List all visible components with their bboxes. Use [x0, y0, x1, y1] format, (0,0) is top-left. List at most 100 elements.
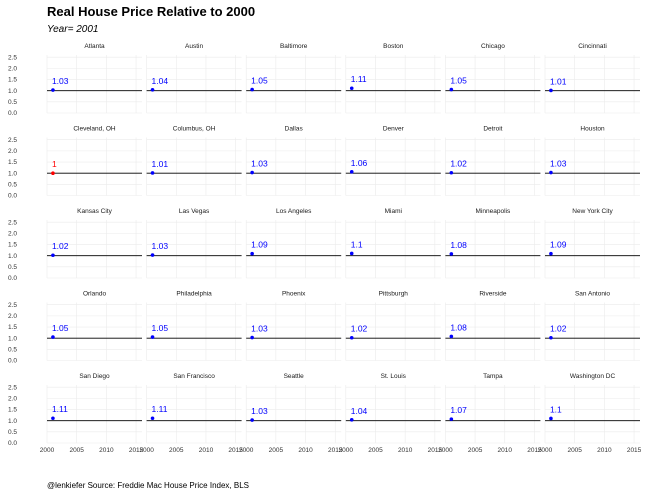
data-label: 1.1	[550, 404, 562, 414]
data-label: 1.02	[450, 159, 467, 169]
y-tick-label: 2.0	[8, 231, 17, 238]
chart-subtitle: Year= 2001	[47, 24, 99, 35]
y-tick-label: 0.5	[8, 182, 17, 189]
data-point	[549, 251, 553, 256]
facet-strip-label: Orlando	[83, 291, 107, 298]
data-point	[449, 334, 454, 339]
data-label: 1.04	[152, 76, 169, 86]
facet-strip-label: Miami	[385, 208, 402, 215]
facet-strip-label: Houston	[580, 126, 605, 133]
facet-strip-label: Pittsburgh	[379, 291, 409, 298]
data-point	[51, 416, 55, 421]
data-label: 1.05	[152, 323, 169, 333]
data-label: 1.02	[351, 324, 368, 334]
data-label: 1.11	[152, 404, 168, 414]
data-label: 1.03	[251, 406, 268, 416]
facet-strip-label: Chicago	[481, 43, 505, 50]
y-tick-label: 1.5	[8, 324, 17, 331]
data-point	[549, 416, 553, 421]
facet-strip-label: Denver	[383, 126, 405, 133]
data-point	[349, 86, 354, 91]
y-tick-label: 0.5	[8, 99, 17, 106]
y-tick-label: 0.0	[8, 110, 17, 117]
x-tick-label: 2015	[228, 447, 243, 454]
data-point	[349, 418, 354, 422]
y-tick-label: 2.0	[8, 396, 17, 403]
data-point	[349, 335, 354, 340]
y-tick-label: 1.5	[8, 159, 17, 166]
data-point	[250, 170, 254, 175]
x-tick-label: 2000	[538, 447, 553, 454]
facet-strip-label: Seattle	[284, 373, 305, 380]
data-point	[51, 335, 55, 339]
y-tick-label: 2.0	[8, 148, 17, 155]
data-label: 1.04	[351, 406, 368, 416]
y-tick-label: 2.5	[8, 137, 17, 144]
data-label: 1.05	[251, 76, 268, 86]
data-label: 1.09	[550, 240, 567, 250]
y-tick-label: 0.0	[8, 358, 17, 365]
data-point	[150, 171, 155, 175]
y-tick-label: 1.0	[8, 88, 17, 95]
facet-strip-label: Phoenix	[282, 291, 306, 298]
facet-strip-label: San Francisco	[173, 373, 215, 380]
data-point	[150, 335, 155, 339]
facet-strip-label: Riverside	[479, 291, 506, 298]
data-label: 1.05	[52, 323, 69, 333]
facet-strip-label: Columbus, OH	[173, 126, 216, 133]
data-point	[51, 88, 55, 92]
data-label: 1.06	[351, 158, 368, 168]
y-tick-label: 0.5	[8, 347, 17, 354]
y-tick-label: 1.0	[8, 253, 17, 260]
y-tick-label: 1.0	[8, 170, 17, 177]
data-label: 1.02	[52, 241, 69, 251]
data-label: 1.01	[152, 159, 169, 169]
data-point	[250, 251, 254, 256]
facet-strip-label: Baltimore	[280, 43, 308, 50]
data-point	[349, 251, 354, 256]
x-tick-label: 2015	[527, 447, 542, 454]
y-tick-label: 0.0	[8, 275, 17, 282]
data-label: 1.11	[52, 404, 68, 414]
data-point	[51, 171, 55, 175]
facet-strip-label: Boston	[383, 43, 404, 50]
data-point	[250, 87, 254, 92]
x-tick-label: 2010	[498, 447, 513, 454]
data-label: 1.08	[450, 322, 467, 332]
data-label: 1.03	[251, 159, 268, 169]
facet-strip-label: Las Vegas	[179, 208, 210, 215]
x-tick-label: 2005	[468, 447, 483, 454]
data-label: 1.05	[450, 76, 467, 86]
x-tick-label: 2000	[40, 447, 55, 454]
x-tick-label: 2010	[298, 447, 313, 454]
facet-strip-label: Austin	[185, 43, 203, 50]
y-tick-label: 2.5	[8, 302, 17, 309]
data-label: 1.03	[52, 76, 69, 86]
x-tick-label: 2005	[169, 447, 184, 454]
data-point	[51, 253, 55, 258]
data-point	[250, 335, 254, 340]
x-tick-label: 2005	[368, 447, 383, 454]
x-tick-label: 2000	[139, 447, 154, 454]
y-tick-label: 0.0	[8, 193, 17, 200]
y-tick-label: 1.0	[8, 335, 17, 342]
facet-strip-label: Washington DC	[570, 373, 616, 380]
x-tick-label: 2000	[239, 447, 254, 454]
x-tick-label: 2010	[597, 447, 612, 454]
x-tick-label: 2005	[269, 447, 284, 454]
y-tick-label: 1.5	[8, 242, 17, 249]
facet-strip-label: St. Louis	[381, 373, 407, 380]
y-tick-label: 1.5	[8, 77, 17, 84]
data-label: 1	[52, 159, 57, 169]
data-point	[150, 88, 155, 92]
y-tick-label: 2.0	[8, 66, 17, 73]
data-point	[449, 87, 454, 92]
data-point	[449, 170, 454, 175]
x-tick-label: 2010	[99, 447, 114, 454]
data-point	[549, 88, 553, 93]
y-tick-label: 2.5	[8, 54, 17, 61]
y-tick-label: 2.5	[8, 219, 17, 226]
data-label: 1.09	[251, 240, 268, 250]
facet-strip-label: San Diego	[79, 373, 110, 380]
